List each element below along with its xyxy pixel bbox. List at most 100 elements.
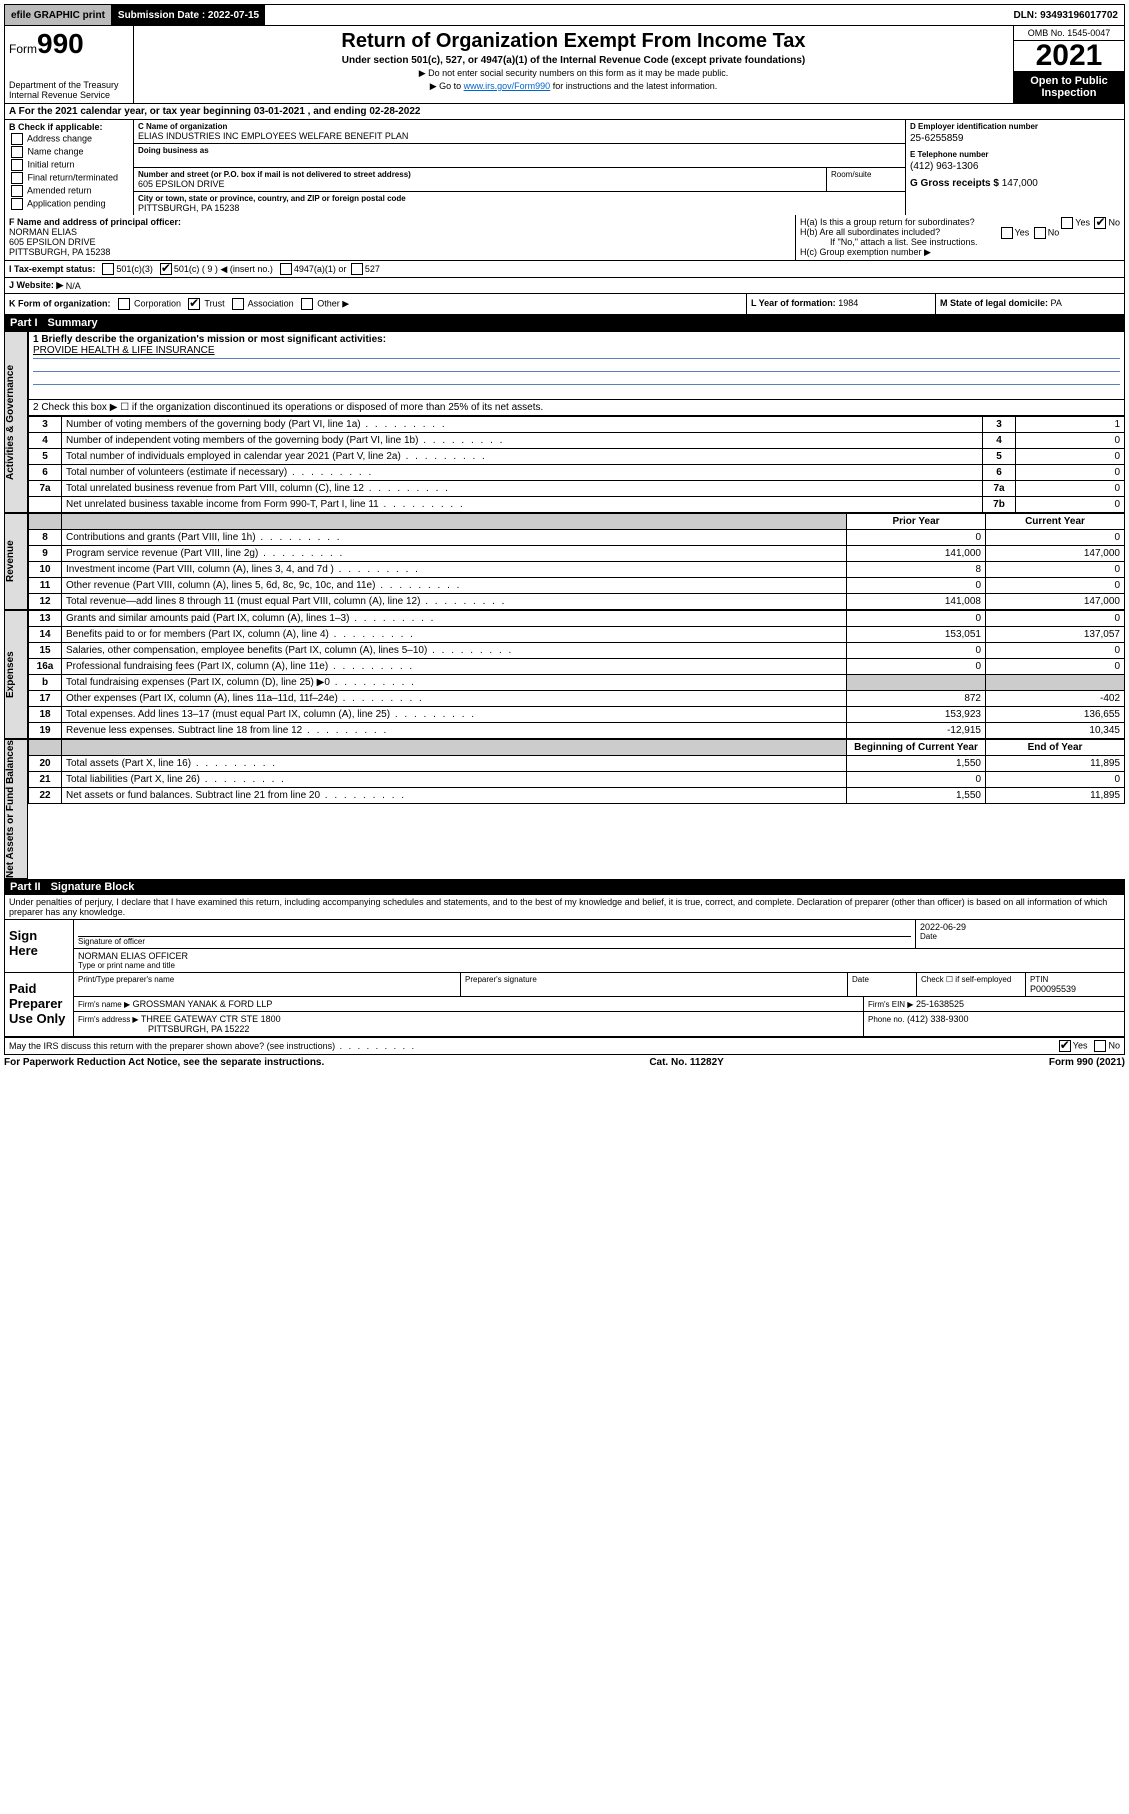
l-value: 1984 <box>838 298 858 308</box>
form-subtitle: Under section 501(c), 527, or 4947(a)(1)… <box>140 55 1007 66</box>
cb-discuss-no[interactable] <box>1094 1040 1106 1052</box>
paid-preparer-block: Paid Preparer Use Only Print/Type prepar… <box>4 973 1125 1037</box>
k-trust: Trust <box>204 298 224 308</box>
sig-date-label: Date <box>920 932 1120 941</box>
row-klm: K Form of organization: Corporation Trus… <box>4 294 1125 315</box>
cb-assoc[interactable] <box>232 298 244 310</box>
topbar-spacer <box>266 5 1007 25</box>
i-label: I Tax-exempt status: <box>9 264 95 274</box>
table-row: 21Total liabilities (Part X, line 26)00 <box>29 772 1125 788</box>
table-row: 9Program service revenue (Part VIII, lin… <box>29 546 1125 562</box>
hdr-end: End of Year <box>986 740 1125 756</box>
f-addr1: 605 EPSILON DRIVE <box>9 237 96 247</box>
cb-501c3[interactable] <box>102 263 114 275</box>
hb-yes[interactable]: Yes <box>1015 227 1030 237</box>
sig-officer-label: Signature of officer <box>78 937 911 946</box>
k-corp: Corporation <box>134 298 181 308</box>
firm-phone: (412) 338-9300 <box>907 1014 969 1024</box>
row-m: M State of legal domicile: PA <box>935 294 1124 314</box>
city-label: City or town, state or province, country… <box>138 194 901 203</box>
sign-here-label: Sign Here <box>5 920 73 972</box>
efile-button[interactable]: efile GRAPHIC print <box>5 5 112 25</box>
table-row: 18Total expenses. Add lines 13–17 (must … <box>29 707 1125 723</box>
info-grid: B Check if applicable: Address change Na… <box>4 120 1125 215</box>
vtab-expenses: Expenses <box>4 610 28 739</box>
cb-initial-return[interactable]: Initial return <box>9 159 129 171</box>
addr-value: 605 EPSILON DRIVE <box>138 179 822 189</box>
ha-label: H(a) Is this a group return for subordin… <box>800 217 975 227</box>
cb-trust[interactable] <box>188 298 200 310</box>
cb-501c9[interactable] <box>160 263 172 275</box>
cb-527[interactable] <box>351 263 363 275</box>
open-inspection: Open to Public Inspection <box>1014 71 1124 103</box>
h-a: H(a) Is this a group return for subordin… <box>800 217 1120 227</box>
table-row: 14Benefits paid to or for members (Part … <box>29 627 1125 643</box>
cb-4947[interactable] <box>280 263 292 275</box>
cb-discuss-yes[interactable] <box>1059 1040 1071 1052</box>
table-row: 20Total assets (Part X, line 16)1,55011,… <box>29 756 1125 772</box>
firm-addr2: PITTSBURGH, PA 15222 <box>148 1024 249 1034</box>
j-label: J Website: ▶ <box>9 280 63 291</box>
ha-yes[interactable]: Yes <box>1075 217 1090 227</box>
cb-amended[interactable]: Amended return <box>9 185 129 197</box>
note-ssn: ▶ Do not enter social security numbers o… <box>140 68 1007 79</box>
part2-title: Signature Block <box>51 881 135 893</box>
k-assoc: Association <box>248 298 294 308</box>
footer-mid: Cat. No. 11282Y <box>649 1057 723 1068</box>
col-c: C Name of organization ELIAS INDUSTRIES … <box>134 120 906 215</box>
header: Form990 Department of the Treasury Inter… <box>4 26 1125 104</box>
ha-no[interactable]: No <box>1108 217 1120 227</box>
l-label: L Year of formation: <box>751 298 836 308</box>
note-link: ▶ Go to www.irs.gov/Form990 for instruct… <box>140 81 1007 92</box>
cb-other[interactable] <box>301 298 313 310</box>
table-row: 17Other expenses (Part IX, column (A), l… <box>29 691 1125 707</box>
i-c9: 501(c) ( 9 ) ◀ (insert no.) <box>174 264 273 275</box>
part2-label: Part II <box>10 881 41 893</box>
footer-left: For Paperwork Reduction Act Notice, see … <box>4 1057 324 1068</box>
sig-date-value: 2022-06-29 <box>920 922 1120 932</box>
cb-name-change[interactable]: Name change <box>9 146 129 158</box>
part1-title: Summary <box>48 317 98 329</box>
firm-phone-label: Phone no. <box>868 1015 904 1024</box>
table-row: 5Total number of individuals employed in… <box>29 449 1125 465</box>
discuss-yes: Yes <box>1073 1040 1088 1050</box>
table-row: 3Number of voting members of the governi… <box>29 417 1125 433</box>
hb-note: If "No," attach a list. See instructions… <box>830 237 1120 247</box>
prep-date-hdr: Date <box>848 973 917 996</box>
form-number: Form990 <box>9 28 129 60</box>
cb-app-pending[interactable]: Application pending <box>9 198 129 210</box>
prep-sig-hdr: Preparer's signature <box>461 973 848 996</box>
form-num: 990 <box>37 28 84 59</box>
irs-link[interactable]: www.irs.gov/Form990 <box>464 81 551 91</box>
k-other: Other ▶ <box>317 298 349 308</box>
vtab-net-assets: Net Assets or Fund Balances <box>4 739 28 879</box>
cb-final-return[interactable]: Final return/terminated <box>9 172 129 184</box>
table-row: 4Number of independent voting members of… <box>29 433 1125 449</box>
topbar: efile GRAPHIC print Submission Date : 20… <box>4 4 1125 26</box>
irs: Internal Revenue Service <box>9 90 129 100</box>
f-label: F Name and address of principal officer: <box>9 217 181 227</box>
hb-no[interactable]: No <box>1048 227 1060 237</box>
sig-line[interactable] <box>78 922 911 937</box>
section-expenses: Expenses 13Grants and similar amounts pa… <box>4 610 1125 739</box>
firm-name-label: Firm's name ▶ <box>78 1000 130 1009</box>
penalty-text: Under penalties of perjury, I declare th… <box>4 895 1125 920</box>
dept-treasury: Department of the Treasury <box>9 80 129 90</box>
section-net-assets: Net Assets or Fund Balances Beginning of… <box>4 739 1125 879</box>
form-word: Form <box>9 42 37 56</box>
hdr-prior: Prior Year <box>847 514 986 530</box>
paid-label: Paid Preparer Use Only <box>5 973 73 1036</box>
hb-label: H(b) Are all subordinates included? <box>800 227 940 237</box>
part2-header: Part II Signature Block <box>4 879 1125 895</box>
dln: DLN: 93493196017702 <box>1007 8 1124 23</box>
l1-value: PROVIDE HEALTH & LIFE INSURANCE <box>33 345 215 356</box>
city-value: PITTSBURGH, PA 15238 <box>138 203 901 213</box>
addr-label: Number and street (or P.O. box if mail i… <box>138 170 822 179</box>
row-l: L Year of formation: 1984 <box>746 294 935 314</box>
cb-address-change[interactable]: Address change <box>9 133 129 145</box>
firm-ein-label: Firm's EIN ▶ <box>868 1000 913 1009</box>
header-left: Form990 Department of the Treasury Inter… <box>5 26 134 103</box>
cb-corp[interactable] <box>118 298 130 310</box>
firm-addr1: THREE GATEWAY CTR STE 1800 <box>141 1014 281 1024</box>
phone-value: (412) 963-1306 <box>910 161 1120 172</box>
